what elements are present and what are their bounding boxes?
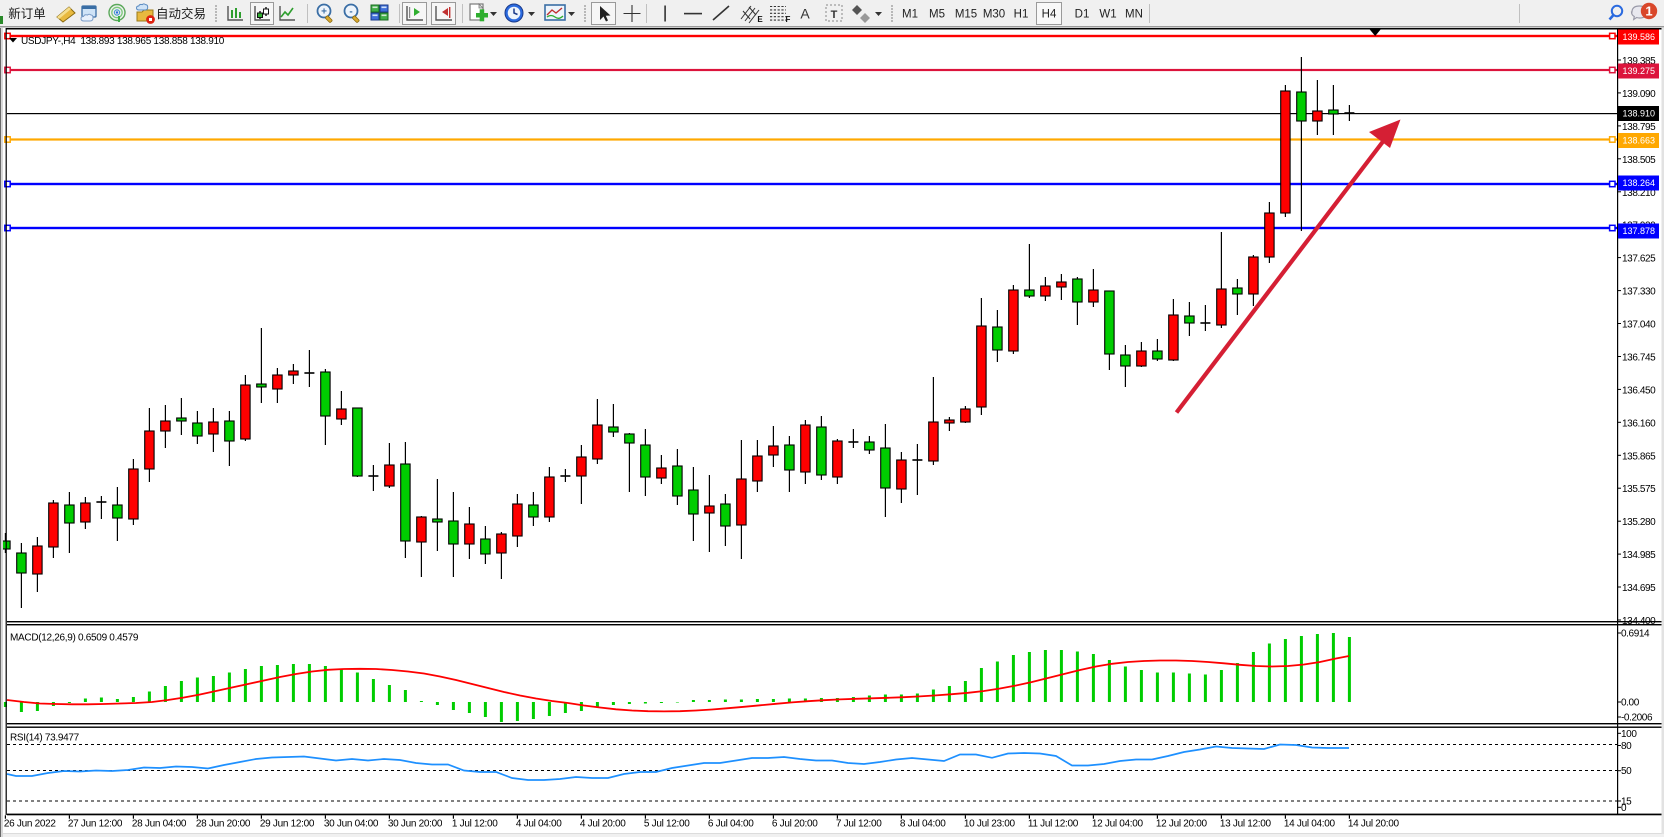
svg-text:138.795: 138.795 <box>1622 122 1656 133</box>
svg-text:14 Jul 20:00: 14 Jul 20:00 <box>1348 819 1400 830</box>
svg-text:80: 80 <box>1621 741 1632 752</box>
svg-text:139.275: 139.275 <box>1623 66 1656 76</box>
svg-text:H4: H4 <box>1042 9 1057 21</box>
svg-text:5 Jul 12:00: 5 Jul 12:00 <box>644 819 690 830</box>
svg-text:4 Jul 20:00: 4 Jul 20:00 <box>580 819 626 830</box>
svg-text:4 Jul 04:00: 4 Jul 04:00 <box>516 819 562 830</box>
svg-text:+: + <box>321 7 327 18</box>
svg-text:M30: M30 <box>983 9 1005 21</box>
svg-text:自动交易: 自动交易 <box>156 6 206 21</box>
svg-text:135.575: 135.575 <box>1622 484 1656 495</box>
svg-text:1 Jul 12:00: 1 Jul 12:00 <box>452 819 498 830</box>
svg-text:RSI(14) 73.9477: RSI(14) 73.9477 <box>10 733 80 744</box>
svg-text:136.745: 136.745 <box>1622 352 1656 363</box>
svg-text:D1: D1 <box>1075 9 1090 21</box>
svg-text:MACD(12,26,9) 0.6509 0.4579: MACD(12,26,9) 0.6509 0.4579 <box>10 633 139 644</box>
svg-text:26 Jun 2022: 26 Jun 2022 <box>4 819 56 830</box>
svg-text:134.985: 134.985 <box>1622 550 1656 561</box>
svg-text:100: 100 <box>1621 729 1637 740</box>
svg-text:139.385: 139.385 <box>1622 56 1656 67</box>
svg-text:E: E <box>757 15 763 24</box>
svg-text:8 Jul 04:00: 8 Jul 04:00 <box>900 819 946 830</box>
svg-text:137.625: 137.625 <box>1622 254 1656 265</box>
svg-text:M1: M1 <box>902 9 918 21</box>
svg-text:M15: M15 <box>955 9 977 21</box>
svg-text:135.280: 135.280 <box>1622 517 1656 528</box>
svg-text:MN: MN <box>1125 9 1143 21</box>
svg-text:15: 15 <box>1621 797 1632 808</box>
svg-text:12 Jul 04:00: 12 Jul 04:00 <box>1092 819 1144 830</box>
svg-text:6 Jul 20:00: 6 Jul 20:00 <box>772 819 818 830</box>
svg-text:12 Jul 20:00: 12 Jul 20:00 <box>1156 819 1208 830</box>
svg-text:30 Jun 04:00: 30 Jun 04:00 <box>324 819 379 830</box>
svg-text:138.663: 138.663 <box>1623 136 1656 146</box>
svg-text:7 Jul 12:00: 7 Jul 12:00 <box>836 819 882 830</box>
svg-text:136.160: 136.160 <box>1622 418 1656 429</box>
svg-text:10 Jul 23:00: 10 Jul 23:00 <box>964 819 1016 830</box>
svg-text:13 Jul 12:00: 13 Jul 12:00 <box>1220 819 1272 830</box>
svg-text:H1: H1 <box>1014 9 1029 21</box>
svg-text:T: T <box>831 9 838 21</box>
svg-text:W1: W1 <box>1099 9 1116 21</box>
svg-text:0.00: 0.00 <box>1621 697 1640 708</box>
svg-text:6 Jul 04:00: 6 Jul 04:00 <box>708 819 754 830</box>
svg-text:0.6914: 0.6914 <box>1621 628 1650 639</box>
svg-text:138.505: 138.505 <box>1622 155 1656 166</box>
svg-text:28 Jun 04:00: 28 Jun 04:00 <box>132 819 187 830</box>
svg-text:138.264: 138.264 <box>1623 178 1656 188</box>
svg-text:11 Jul 12:00: 11 Jul 12:00 <box>1028 819 1079 830</box>
svg-text:138.210: 138.210 <box>1622 188 1656 199</box>
svg-text:137.878: 137.878 <box>1623 226 1656 236</box>
svg-text:139.090: 139.090 <box>1622 89 1656 100</box>
svg-text:30 Jun 20:00: 30 Jun 20:00 <box>388 819 443 830</box>
svg-text:14 Jul 04:00: 14 Jul 04:00 <box>1284 819 1336 830</box>
svg-text:新订单: 新订单 <box>8 6 46 21</box>
svg-text:1: 1 <box>1645 4 1652 19</box>
svg-text:134.695: 134.695 <box>1622 583 1656 594</box>
svg-text:28 Jun 20:00: 28 Jun 20:00 <box>196 819 251 830</box>
svg-text:138.910: 138.910 <box>1623 109 1656 119</box>
svg-text:139.586: 139.586 <box>1623 32 1656 42</box>
svg-text:F: F <box>786 15 791 24</box>
svg-text:134.400: 134.400 <box>1622 616 1656 627</box>
svg-text:135.865: 135.865 <box>1622 451 1656 462</box>
svg-text:USDJPY-,H4 138.893 138.965 13: USDJPY-,H4 138.893 138.965 138.858 138.9… <box>21 36 225 47</box>
svg-text:-0.2006: -0.2006 <box>1621 712 1653 723</box>
svg-text:136.450: 136.450 <box>1622 385 1656 396</box>
svg-text:137.330: 137.330 <box>1622 287 1656 298</box>
svg-text:27 Jun 12:00: 27 Jun 12:00 <box>68 819 123 830</box>
svg-text:29 Jun 12:00: 29 Jun 12:00 <box>260 819 315 830</box>
svg-text:M5: M5 <box>929 9 945 21</box>
svg-text:137.040: 137.040 <box>1622 320 1656 331</box>
svg-text:0: 0 <box>1621 803 1627 814</box>
svg-text:50: 50 <box>1621 766 1632 777</box>
svg-text:-: - <box>349 7 352 18</box>
svg-text:A: A <box>800 6 810 22</box>
